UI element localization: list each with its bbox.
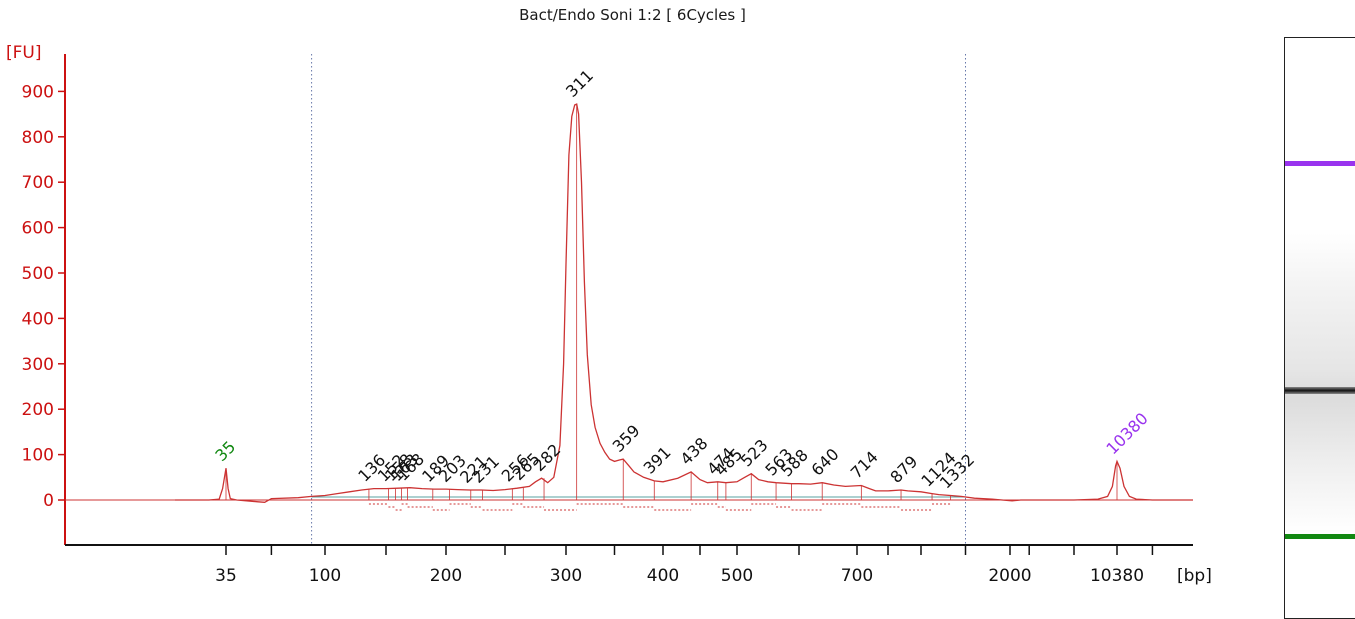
y-tick-label: 100 — [22, 446, 54, 466]
y-tick-label: 200 — [22, 400, 54, 420]
peak-label: 391 — [640, 443, 675, 478]
peak-label: 311 — [562, 66, 597, 101]
gel-smear — [1285, 233, 1355, 533]
electropherogram-trace — [175, 103, 1193, 503]
x-tick-label: 10380 — [1090, 566, 1144, 586]
peak-label: 714 — [847, 447, 882, 482]
gel-image — [1284, 37, 1355, 619]
y-axis-label: [FU] — [6, 43, 42, 63]
y-tick-label: 0 — [43, 491, 54, 511]
y-tick-label: 800 — [22, 128, 54, 148]
gel-band-upper-marker — [1285, 161, 1355, 166]
chart-title: Bact/Endo Soni 1:2 [ 6Cycles ] — [519, 6, 746, 24]
x-axis-label: [bp] — [1177, 566, 1212, 586]
x-tick-label: 400 — [647, 566, 679, 586]
x-tick-label: 700 — [841, 566, 873, 586]
x-tick-label: 100 — [309, 566, 341, 586]
y-tick-label: 400 — [22, 309, 54, 329]
y-tick-label: 300 — [22, 355, 54, 375]
x-tick-label: 200 — [430, 566, 462, 586]
y-tick-label: 600 — [22, 219, 54, 239]
y-tick-label: 500 — [22, 264, 54, 284]
electropherogram-chart: 0 100 200 300 400 500 600 700 800 900 [FU] 35 100 200… — [6, 43, 1212, 586]
y-tick-label: 900 — [22, 82, 54, 102]
y-tick-label: 700 — [22, 173, 54, 193]
peak-label: 10380 — [1102, 409, 1151, 458]
x-tick-label: 35 — [215, 566, 237, 586]
gel-band-lower-marker — [1285, 534, 1355, 539]
peak-label: 640 — [808, 445, 843, 480]
peak-label: 35 — [211, 437, 239, 465]
peak-label: 359 — [609, 421, 644, 456]
x-tick-label: 300 — [550, 566, 582, 586]
peak-label: 879 — [886, 452, 921, 487]
x-tick-label: 2000 — [988, 566, 1031, 586]
x-tick-label: 500 — [721, 566, 753, 586]
gel-band-main — [1285, 387, 1355, 394]
